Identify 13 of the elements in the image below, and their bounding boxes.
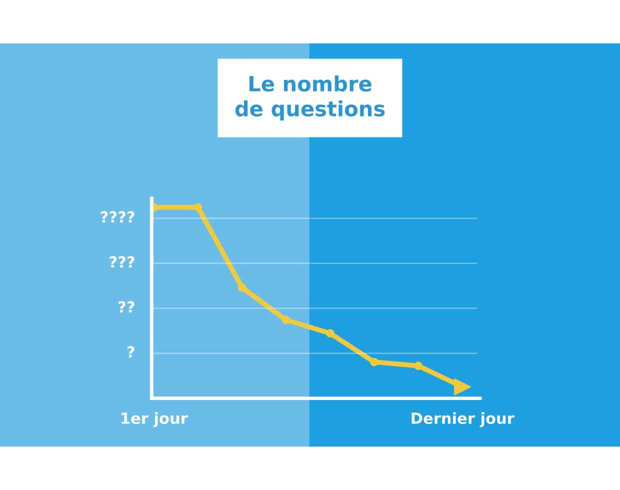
chart-title: Le nombre de questions bbox=[235, 75, 385, 121]
point bbox=[326, 329, 334, 338]
point bbox=[370, 358, 378, 366]
point bbox=[282, 316, 290, 324]
point bbox=[194, 203, 202, 212]
point bbox=[238, 283, 246, 292]
text: ???? bbox=[100, 211, 134, 223]
text: ?? bbox=[118, 301, 134, 313]
x-tick-label: Dernier jour bbox=[412, 412, 514, 428]
point bbox=[414, 362, 422, 370]
x-tick-label: 1er jour bbox=[122, 412, 188, 428]
text: ? bbox=[127, 346, 134, 358]
text: ??? bbox=[110, 256, 134, 268]
